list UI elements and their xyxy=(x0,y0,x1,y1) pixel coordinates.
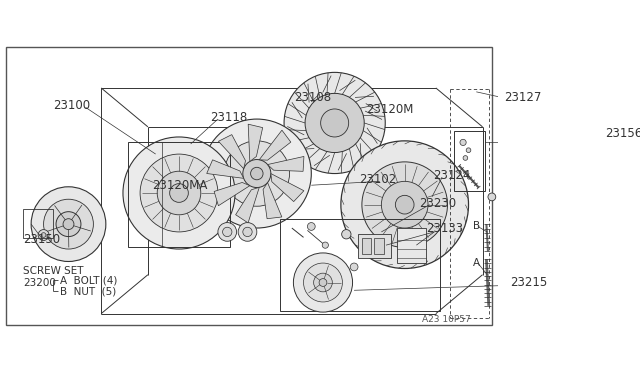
Circle shape xyxy=(322,242,328,248)
Text: 23102: 23102 xyxy=(360,173,397,186)
Polygon shape xyxy=(263,183,282,219)
Circle shape xyxy=(251,167,263,180)
Circle shape xyxy=(243,227,252,237)
Text: 23133: 23133 xyxy=(426,222,463,234)
Bar xyxy=(129,142,230,247)
Polygon shape xyxy=(214,182,250,206)
Circle shape xyxy=(56,212,81,237)
Circle shape xyxy=(284,73,385,174)
Text: A  BOLT (4): A BOLT (4) xyxy=(60,275,117,285)
Circle shape xyxy=(157,171,201,215)
Circle shape xyxy=(305,93,364,153)
Polygon shape xyxy=(259,130,291,160)
Text: B: B xyxy=(473,221,480,231)
Circle shape xyxy=(170,184,188,202)
Polygon shape xyxy=(268,157,304,171)
Circle shape xyxy=(314,273,332,292)
Polygon shape xyxy=(236,187,259,223)
Text: 23100: 23100 xyxy=(53,99,90,112)
Circle shape xyxy=(381,181,428,228)
Circle shape xyxy=(123,137,235,249)
Circle shape xyxy=(63,219,74,230)
Text: 23230: 23230 xyxy=(419,197,456,209)
Circle shape xyxy=(321,109,349,137)
Circle shape xyxy=(396,195,414,214)
Circle shape xyxy=(140,154,218,232)
Circle shape xyxy=(31,187,106,262)
Circle shape xyxy=(293,253,353,312)
Circle shape xyxy=(218,222,237,241)
Bar xyxy=(358,234,390,257)
Circle shape xyxy=(341,141,468,269)
Bar xyxy=(362,238,371,254)
Polygon shape xyxy=(218,135,246,169)
Bar xyxy=(454,131,485,192)
Circle shape xyxy=(202,119,311,228)
Text: 23150: 23150 xyxy=(23,233,60,246)
Circle shape xyxy=(488,193,496,201)
Text: SCREW SET: SCREW SET xyxy=(23,266,84,276)
Text: A: A xyxy=(473,258,480,268)
Circle shape xyxy=(243,160,271,187)
Circle shape xyxy=(350,263,358,271)
Circle shape xyxy=(38,230,49,240)
Text: 23127: 23127 xyxy=(504,91,541,104)
Circle shape xyxy=(362,162,447,247)
Circle shape xyxy=(223,227,232,237)
Text: A23 10P57: A23 10P57 xyxy=(422,315,470,324)
Text: 23156: 23156 xyxy=(605,126,640,140)
Circle shape xyxy=(41,233,46,237)
Circle shape xyxy=(303,263,342,302)
Bar xyxy=(280,219,440,311)
Bar xyxy=(374,238,384,254)
Polygon shape xyxy=(207,160,244,178)
Circle shape xyxy=(238,222,257,241)
Text: B  NUT  (5): B NUT (5) xyxy=(60,286,116,296)
Polygon shape xyxy=(271,174,304,202)
Text: 23120M: 23120M xyxy=(366,103,413,116)
Text: 23124: 23124 xyxy=(433,169,470,182)
Text: 23120MA: 23120MA xyxy=(152,179,207,192)
Text: 23118: 23118 xyxy=(210,111,248,124)
Text: 23108: 23108 xyxy=(294,91,332,104)
Circle shape xyxy=(319,279,327,286)
Circle shape xyxy=(463,155,468,160)
Circle shape xyxy=(466,148,471,153)
Circle shape xyxy=(460,139,466,145)
Polygon shape xyxy=(248,124,262,161)
Circle shape xyxy=(307,222,315,230)
Text: 23200: 23200 xyxy=(23,278,56,288)
Text: 23215: 23215 xyxy=(510,276,547,289)
Circle shape xyxy=(224,141,289,206)
Circle shape xyxy=(44,199,93,249)
Bar xyxy=(397,228,426,263)
Bar xyxy=(23,209,53,238)
Circle shape xyxy=(342,230,351,239)
